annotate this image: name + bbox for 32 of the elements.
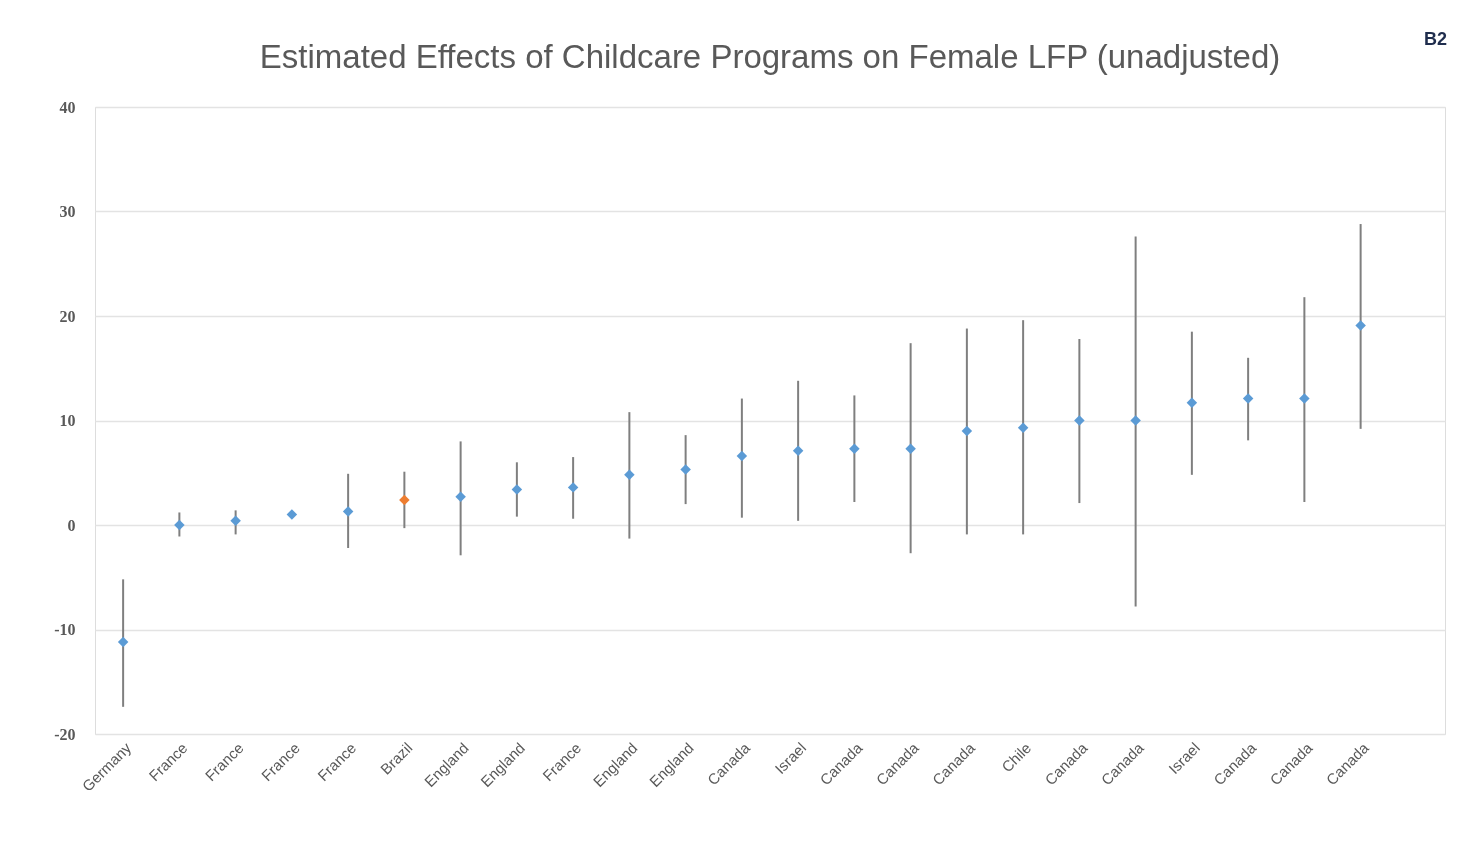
y-tick-label: -10 [54,621,76,638]
point [624,469,635,481]
point [342,506,354,517]
point [117,636,129,648]
point [1299,393,1310,404]
y-tick-label: 0 [67,516,76,534]
point [1355,320,1366,331]
point [736,450,748,462]
y-tick-label: -20 [54,725,76,743]
point [1186,397,1198,408]
point [680,464,691,475]
y-tick-label: 40 [59,98,76,116]
point [792,445,804,457]
point [567,482,579,493]
point [849,443,860,454]
point [174,519,185,531]
point [286,509,298,520]
point [905,443,916,454]
y-tick-label: 20 [59,307,76,325]
point [230,515,241,527]
y-tick-label: 30 [59,203,76,220]
point [961,425,973,437]
point [399,494,410,506]
point [455,491,466,503]
point [1242,393,1254,404]
point [1130,415,1141,426]
text: B2 [1423,29,1447,49]
point [511,484,523,495]
point [1017,422,1029,434]
point [1074,415,1085,426]
y-tick-label: 10 [59,412,76,429]
chart-title: Estimated Effects of Childcare Programs on Female LFP (unadjusted) [259,38,1281,75]
